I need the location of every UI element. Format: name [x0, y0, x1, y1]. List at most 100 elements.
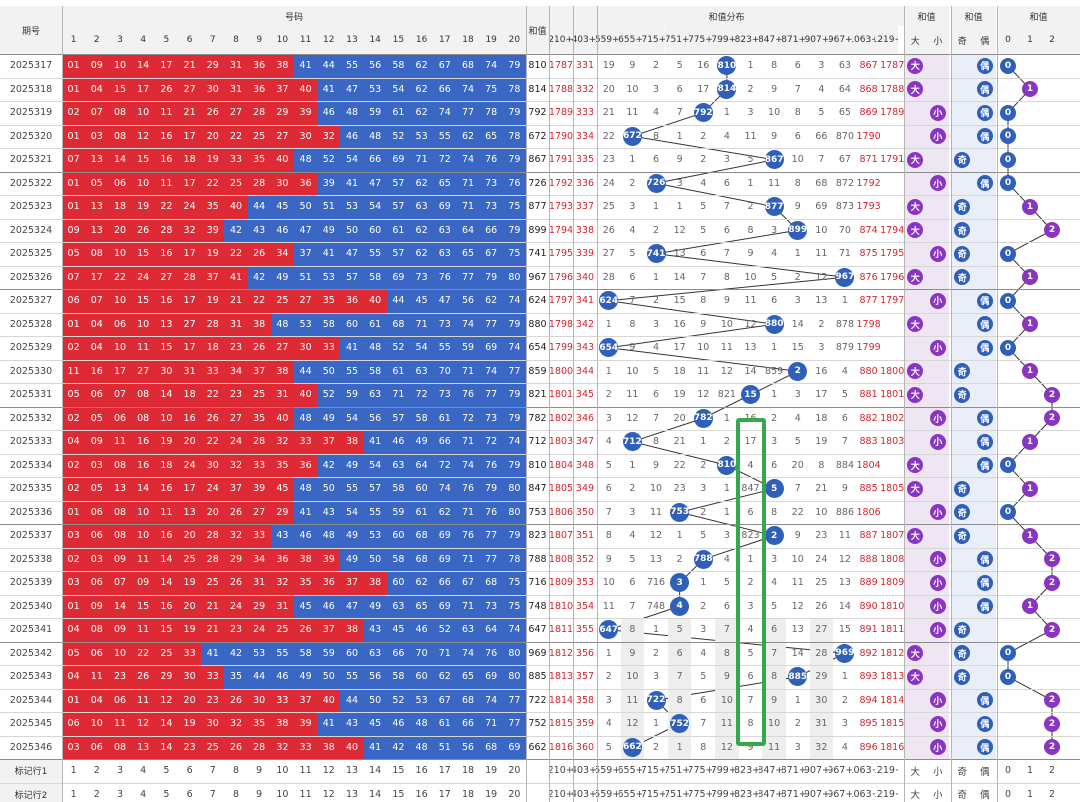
mod3-cell	[1041, 195, 1063, 219]
sum-distribution-ball: 877	[764, 197, 784, 217]
number-ball: 49	[363, 594, 387, 618]
distribution-cell: 10	[626, 365, 639, 377]
mod3-cell	[997, 266, 1019, 290]
extra-cell	[1063, 618, 1080, 642]
issue-cell: 2025324	[9, 224, 53, 236]
number-ball: 50	[363, 547, 387, 571]
distribution-cell: 14	[744, 365, 757, 377]
issue-cell: 2025321	[9, 154, 53, 166]
distribution-cell: 7	[629, 600, 636, 612]
number-ball: 23	[201, 688, 225, 712]
small-cell	[926, 641, 949, 665]
distribution-cell: 2	[771, 412, 778, 424]
footer-range: 751+	[665, 765, 689, 777]
number-ball: 61	[433, 712, 457, 736]
big-small-ball: 大	[907, 269, 924, 286]
distribution-cell: 6	[841, 412, 848, 424]
number-ball: 49	[410, 430, 434, 454]
distribution-cell: 1788	[880, 83, 904, 95]
odd-even-ball: 奇	[954, 668, 971, 685]
number-ball: 11	[131, 336, 155, 360]
distribution-cell: 8	[620, 618, 645, 642]
distribution-cell: 2	[700, 506, 707, 518]
row-divider	[0, 171, 1080, 173]
number-ball: 44	[247, 665, 271, 689]
range-header: 775+	[688, 26, 713, 54]
mod3-cell	[997, 571, 1019, 595]
number-ball: 56	[363, 406, 387, 430]
number-ball: 26	[224, 500, 248, 524]
distribution-cell: 7	[762, 641, 786, 665]
distribution-cell: 11	[815, 248, 828, 260]
footer-range: 655+	[618, 788, 643, 800]
number-ball: 61	[433, 406, 457, 430]
distribution-cell: 8	[667, 688, 692, 712]
number-ball: 54	[340, 406, 364, 430]
sum-cell: 726	[528, 177, 547, 189]
number-col-header: 12	[317, 26, 341, 54]
footer-number: 10	[276, 788, 289, 800]
distribution-cell: 17	[744, 436, 757, 448]
distribution-cell: 7	[723, 248, 730, 260]
number-ball: 72	[433, 453, 457, 477]
odd-cell	[951, 453, 974, 477]
number-ball: 75	[502, 594, 526, 618]
counter-cell: 1790	[549, 130, 573, 142]
footer-number: 20	[508, 765, 521, 777]
number-ball: 61	[410, 500, 434, 524]
number-ball: 05	[85, 406, 109, 430]
number-ball: 58	[386, 54, 410, 78]
distribution-cell: 6	[723, 177, 730, 189]
big-small-ball: 大	[907, 316, 924, 333]
number-ball: 64	[456, 218, 480, 242]
number-ball: 24	[178, 195, 202, 219]
number-ball: 30	[201, 712, 225, 736]
counter-cell: 345	[575, 389, 595, 401]
number-ball: 56	[363, 665, 387, 689]
distribution-cell: 5	[700, 201, 707, 213]
mod3-cell	[1041, 54, 1063, 78]
distribution-cell: 10	[815, 506, 828, 518]
number-col-header: 4	[131, 26, 155, 54]
mod3-cell	[1019, 148, 1041, 172]
number-ball: 08	[108, 453, 132, 477]
number-ball: 58	[386, 477, 410, 501]
number-ball: 28	[201, 312, 225, 336]
sum-cell: 847	[528, 483, 547, 495]
number-ball: 52	[386, 336, 410, 360]
number-ball: 10	[108, 242, 132, 266]
distribution-cell: 873	[835, 201, 855, 213]
mod3-cell	[1019, 642, 1041, 666]
number-ball: 69	[386, 265, 410, 289]
footer-m1: 1	[1026, 788, 1034, 800]
number-ball: 71	[456, 500, 480, 524]
distribution-cell: 13	[791, 624, 804, 636]
number-ball: 47	[294, 218, 318, 242]
sum-distribution-ball: 15	[741, 385, 760, 405]
distribution-cell: 5	[700, 224, 707, 236]
distribution-cell: 12	[815, 271, 828, 283]
number-ball: 10	[85, 712, 109, 736]
distribution-cell: 880	[859, 365, 878, 377]
distribution-cell: 6	[653, 389, 660, 401]
counter-cell: 1802	[549, 412, 573, 424]
distribution-cell: 12	[626, 412, 639, 424]
big-small-ball: 小	[929, 292, 946, 309]
number-ball: 27	[178, 77, 202, 101]
distribution-cell: 1792	[856, 177, 881, 189]
number-col-header: 18	[456, 26, 480, 54]
number-ball: 20	[201, 124, 225, 148]
distribution-cell: 1	[723, 107, 730, 119]
distribution-cell: 1	[723, 506, 730, 518]
number-ball: 80	[502, 265, 526, 289]
distribution-cell: 5	[667, 618, 692, 642]
distribution-cell: 4	[841, 365, 848, 377]
number-ball: 71	[456, 359, 480, 383]
number-ball: 44	[340, 688, 364, 712]
distribution-cell: 748	[646, 600, 666, 612]
distribution-cell: 12	[838, 553, 851, 565]
number-ball: 16	[154, 289, 178, 313]
distribution-cell: 893	[859, 671, 878, 683]
sum-cell: 722	[528, 694, 547, 706]
number-ball: 01	[62, 195, 86, 219]
